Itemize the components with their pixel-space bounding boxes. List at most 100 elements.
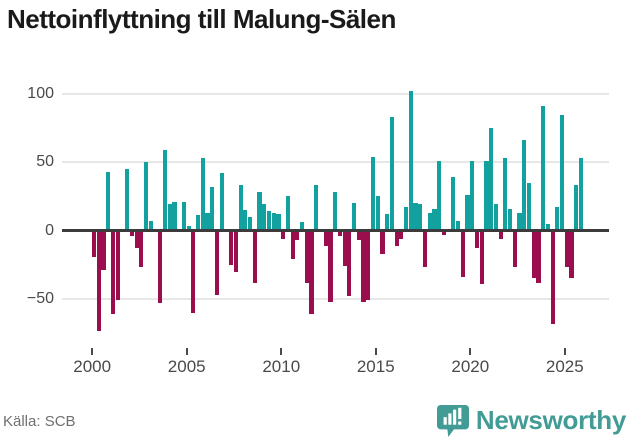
bar xyxy=(536,230,541,283)
bar xyxy=(342,230,347,267)
source-credit: Källa: SCB xyxy=(3,413,76,430)
bar xyxy=(337,230,342,236)
bar xyxy=(455,220,461,231)
zero-axis-line xyxy=(62,229,609,232)
bar xyxy=(413,203,418,231)
bar xyxy=(559,115,565,231)
bar xyxy=(148,220,153,231)
bar xyxy=(351,203,357,231)
bar xyxy=(323,230,328,246)
bar xyxy=(328,230,333,302)
bar xyxy=(333,192,338,231)
bar xyxy=(460,230,465,278)
bar xyxy=(101,230,106,271)
bar xyxy=(541,105,546,231)
bar xyxy=(403,207,409,231)
bar xyxy=(191,230,196,313)
bar xyxy=(299,222,305,231)
bar xyxy=(465,194,470,231)
bar xyxy=(271,212,276,231)
x-axis-tick xyxy=(469,348,472,355)
y-gridline xyxy=(62,298,609,300)
bar xyxy=(489,127,494,231)
bar xyxy=(262,204,267,231)
bar xyxy=(167,204,172,231)
bar xyxy=(295,230,300,241)
bar xyxy=(247,216,253,231)
bar xyxy=(385,214,390,231)
bar xyxy=(422,230,428,268)
bar xyxy=(172,201,177,231)
y-gridline xyxy=(62,161,609,163)
y-axis-tick-label: 50 xyxy=(36,153,54,170)
bar xyxy=(574,185,579,231)
bar xyxy=(356,230,361,241)
bar xyxy=(243,209,248,231)
bar xyxy=(569,230,574,279)
x-axis-tick-label: 2010 xyxy=(262,357,301,376)
x-axis-tick-label: 2020 xyxy=(451,357,490,376)
bar xyxy=(474,230,480,249)
bar xyxy=(441,230,446,235)
y-axis-tick-label: 100 xyxy=(27,84,54,102)
bar xyxy=(470,160,475,231)
bar xyxy=(507,208,513,231)
bar xyxy=(479,230,484,284)
brand-wordmark: Newsworthy xyxy=(475,404,626,435)
bar xyxy=(531,230,536,279)
bar xyxy=(290,230,295,260)
bar xyxy=(304,230,309,283)
x-axis-tick xyxy=(185,348,188,355)
bar xyxy=(143,162,149,231)
bar xyxy=(484,160,489,231)
chart-title: Nettoinflyttning till Malung-Sälen xyxy=(7,4,396,34)
bar xyxy=(139,230,144,268)
bar xyxy=(427,212,432,231)
x-axis-tick-label: 2015 xyxy=(356,357,395,376)
bar xyxy=(181,201,186,231)
x-axis-tick xyxy=(280,348,283,355)
bar xyxy=(526,182,532,231)
y-axis-tick-label: −50 xyxy=(26,290,54,307)
bar xyxy=(564,230,569,268)
bar xyxy=(418,204,423,231)
bar xyxy=(503,157,508,231)
bar xyxy=(229,230,234,265)
bar xyxy=(205,212,210,231)
bar xyxy=(380,230,385,254)
bar xyxy=(233,230,238,272)
bar xyxy=(375,196,380,231)
bar xyxy=(522,140,527,231)
bar xyxy=(238,185,243,231)
bar xyxy=(96,230,101,331)
bar xyxy=(399,230,404,239)
y-gridline xyxy=(62,92,609,95)
bar xyxy=(195,215,201,231)
bar xyxy=(134,230,139,249)
bar xyxy=(110,230,116,315)
bar xyxy=(432,208,437,231)
bar xyxy=(158,230,163,304)
bar xyxy=(370,156,376,231)
bar xyxy=(309,230,314,315)
bar xyxy=(266,211,272,231)
x-axis-tick-label: 2005 xyxy=(167,357,206,376)
speech-bubble-bar-chart-icon xyxy=(436,403,469,437)
bar xyxy=(92,230,97,257)
bar xyxy=(106,171,111,231)
bar xyxy=(517,212,522,231)
bar xyxy=(129,230,134,236)
bar xyxy=(408,90,413,231)
bar xyxy=(281,230,286,239)
newsworthy-logo[interactable]: Newsworthy xyxy=(436,403,626,437)
bar xyxy=(125,168,130,231)
x-axis-tick-label: 2025 xyxy=(545,357,584,376)
bar xyxy=(555,207,560,231)
bar xyxy=(512,230,517,268)
x-axis-tick xyxy=(374,348,377,355)
bar xyxy=(394,230,399,246)
bar xyxy=(493,204,498,231)
bar xyxy=(545,223,550,231)
bar xyxy=(257,192,262,231)
